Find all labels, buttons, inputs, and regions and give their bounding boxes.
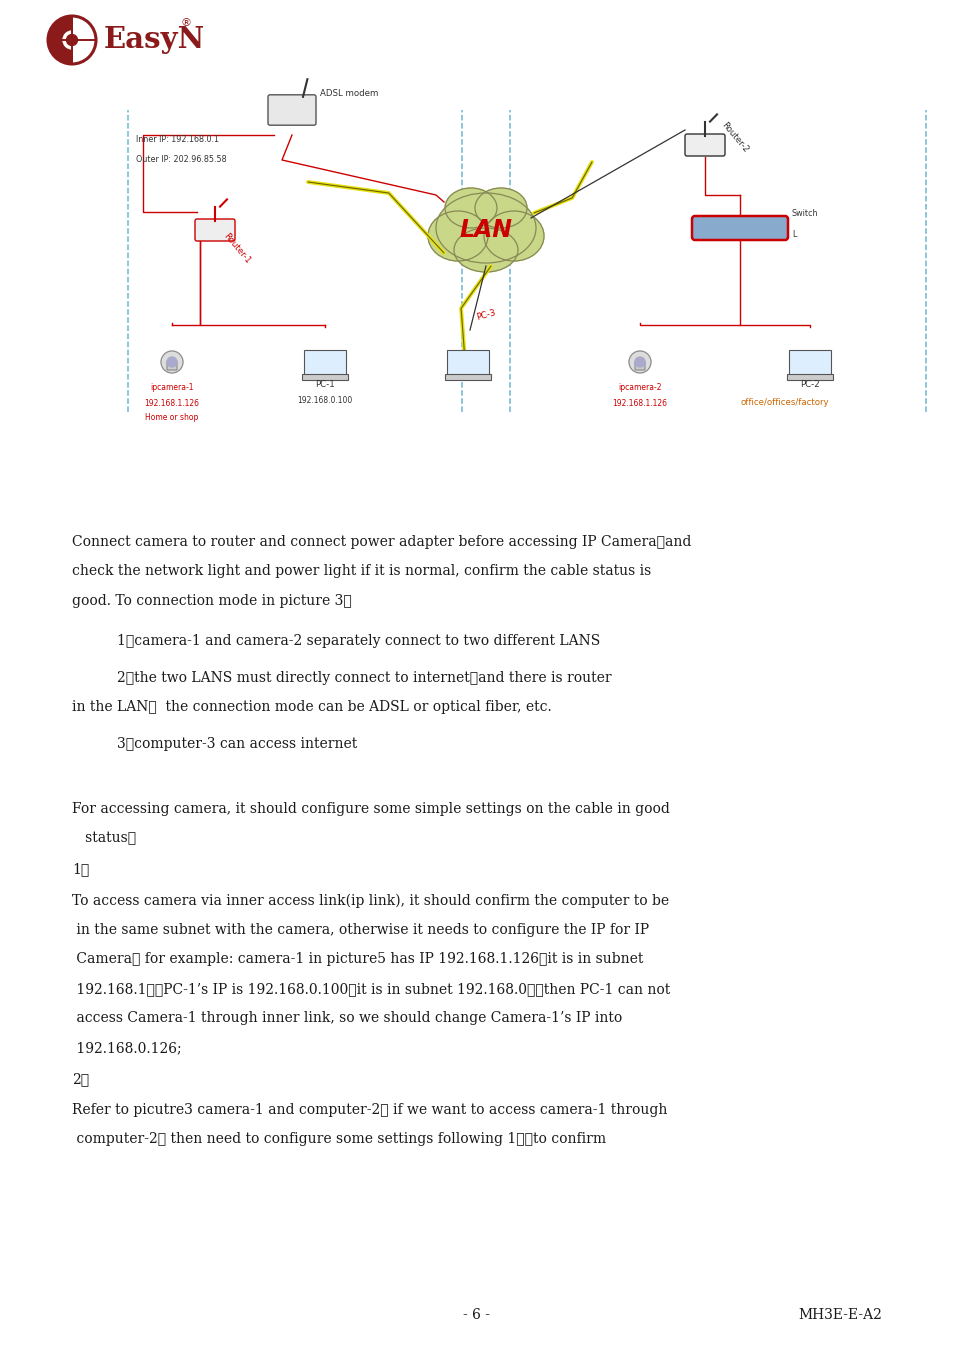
Text: Connect camera to router and connect power adapter before accessing IP Camera，an: Connect camera to router and connect pow…: [71, 535, 691, 549]
Text: PC-1: PC-1: [314, 379, 335, 389]
Ellipse shape: [475, 188, 526, 228]
FancyBboxPatch shape: [788, 350, 830, 377]
Text: PC-3: PC-3: [475, 308, 497, 323]
Text: ADSL modem: ADSL modem: [319, 89, 378, 99]
FancyBboxPatch shape: [268, 95, 315, 126]
Ellipse shape: [436, 193, 536, 263]
Text: PC-2: PC-2: [800, 379, 819, 389]
Text: 2）the two LANS must directly connect to internet，and there is router: 2）the two LANS must directly connect to …: [117, 671, 611, 684]
Text: 192.168.1.126: 192.168.1.126: [612, 400, 667, 408]
Text: check the network light and power light if it is normal, confirm the cable statu: check the network light and power light …: [71, 564, 651, 579]
Text: Router-2: Router-2: [719, 120, 749, 154]
FancyBboxPatch shape: [167, 360, 177, 370]
Text: L: L: [791, 230, 796, 239]
Text: Refer to picutre3 camera-1 and computer-2， if we want to access camera-1 through: Refer to picutre3 camera-1 and computer-…: [71, 1103, 667, 1116]
Text: For accessing camera, it should configure some simple settings on the cable in g: For accessing camera, it should configur…: [71, 802, 669, 815]
Text: 192.168.1.126: 192.168.1.126: [144, 400, 199, 408]
Text: in the same subnet with the camera, otherwise it needs to configure the IP for I: in the same subnet with the camera, othe…: [71, 923, 648, 937]
Text: 1）: 1）: [71, 863, 90, 876]
Ellipse shape: [483, 211, 543, 261]
Ellipse shape: [428, 211, 488, 261]
Wedge shape: [48, 16, 71, 63]
FancyBboxPatch shape: [786, 374, 832, 379]
Ellipse shape: [454, 228, 517, 271]
Circle shape: [167, 356, 177, 367]
FancyBboxPatch shape: [691, 216, 787, 240]
Text: 192.168.0.100: 192.168.0.100: [297, 396, 353, 405]
Text: ipcamera-1: ipcamera-1: [150, 383, 193, 392]
Text: access Camera-1 through inner link, so we should change Camera-1’s IP into: access Camera-1 through inner link, so w…: [71, 1011, 621, 1026]
Text: LAN: LAN: [459, 217, 512, 242]
FancyBboxPatch shape: [304, 350, 346, 377]
Text: To access camera via inner access link(ip link), it should confirm the computer : To access camera via inner access link(i…: [71, 894, 668, 907]
FancyBboxPatch shape: [447, 350, 489, 377]
Text: Camera， for example: camera-1 in picture5 has IP 192.168.1.126（it is in subnet: Camera， for example: camera-1 in picture…: [71, 953, 642, 967]
Circle shape: [161, 351, 183, 373]
Text: EasyN: EasyN: [104, 26, 205, 54]
Text: computer-2， then need to configure some settings following 1），to confirm: computer-2， then need to configure some …: [71, 1133, 605, 1146]
Circle shape: [67, 35, 77, 46]
Text: - 6 -: - 6 -: [463, 1308, 490, 1322]
Text: 192.168.0.126;: 192.168.0.126;: [71, 1041, 181, 1054]
Text: MH3E-E-A2: MH3E-E-A2: [798, 1308, 882, 1322]
FancyBboxPatch shape: [635, 360, 644, 370]
FancyBboxPatch shape: [684, 134, 724, 157]
Text: ®: ®: [181, 18, 192, 28]
Text: office/offices/factory: office/offices/factory: [740, 398, 828, 406]
Text: Home or shop: Home or shop: [145, 413, 198, 423]
Text: Switch: Switch: [791, 209, 818, 217]
Text: Outer IP: 202.96.85.58: Outer IP: 202.96.85.58: [136, 155, 227, 163]
Text: good. To connection mode in picture 3：: good. To connection mode in picture 3：: [71, 594, 352, 608]
Text: 3）computer-3 can access internet: 3）computer-3 can access internet: [117, 737, 356, 751]
Text: in the LAN，  the connection mode can be ADSL or optical fiber, etc.: in the LAN， the connection mode can be A…: [71, 701, 551, 714]
FancyBboxPatch shape: [444, 374, 491, 379]
Text: 1）camera-1 and camera-2 separately connect to two different LANS: 1）camera-1 and camera-2 separately conne…: [117, 634, 599, 648]
Ellipse shape: [444, 188, 497, 228]
Text: 2）: 2）: [71, 1072, 89, 1085]
Text: Router-1: Router-1: [221, 231, 252, 265]
Circle shape: [63, 31, 81, 49]
Circle shape: [635, 356, 644, 367]
FancyBboxPatch shape: [194, 219, 234, 242]
Text: ipcamera-2: ipcamera-2: [618, 383, 661, 392]
Text: Inner IP: 192.168.0.1: Inner IP: 192.168.0.1: [136, 135, 219, 144]
Text: 192.168.1），PC-1’s IP is 192.168.0.100（it is in subnet 192.168.0），then PC-1 can n: 192.168.1），PC-1’s IP is 192.168.0.100（it…: [71, 981, 670, 996]
Circle shape: [628, 351, 650, 373]
FancyBboxPatch shape: [302, 374, 348, 379]
Text: status：: status：: [71, 832, 136, 845]
